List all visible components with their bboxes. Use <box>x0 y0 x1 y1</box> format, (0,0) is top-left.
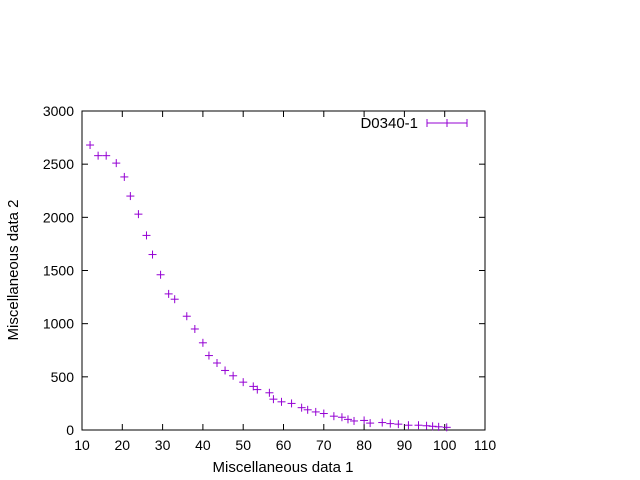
data-series-points <box>86 141 451 432</box>
data-point <box>221 366 230 375</box>
data-point <box>198 338 207 347</box>
data-point <box>170 295 179 304</box>
data-point <box>442 423 451 432</box>
data-point <box>182 312 191 321</box>
data-point <box>229 371 238 380</box>
data-point <box>360 416 369 425</box>
data-point <box>404 421 413 430</box>
data-point <box>94 151 103 160</box>
plot-frame <box>81 110 486 431</box>
x-tick-label: 90 <box>397 437 413 453</box>
legend: D0340-1 <box>360 115 468 132</box>
x-tick-label: 10 <box>74 437 90 453</box>
y-axis-ticks: 0 500 1000 1500 2000 2500 3000 <box>43 103 485 438</box>
data-point <box>287 399 296 408</box>
x-axis-ticks: 10 20 30 40 50 60 70 80 90 100 110 <box>74 111 496 453</box>
data-point <box>120 172 129 181</box>
data-point <box>277 397 286 406</box>
x-tick-label: 60 <box>276 437 292 453</box>
data-point <box>311 407 320 416</box>
data-point <box>394 420 403 429</box>
data-point <box>366 419 375 428</box>
data-point <box>112 159 121 168</box>
data-point <box>329 412 338 421</box>
data-point <box>378 418 387 427</box>
data-point <box>303 405 312 414</box>
data-point <box>434 422 443 431</box>
x-tick-label: 70 <box>316 437 332 453</box>
legend-marker <box>426 119 468 127</box>
data-point <box>386 419 395 428</box>
data-point <box>350 416 359 425</box>
y-tick-label: 1500 <box>43 263 74 279</box>
data-point <box>414 421 423 430</box>
x-axis-label: Miscellaneous data 1 <box>213 459 354 476</box>
data-point <box>164 289 173 298</box>
data-point <box>142 231 151 240</box>
data-point <box>134 210 143 219</box>
data-point <box>249 382 258 391</box>
data-point <box>269 395 278 404</box>
x-tick-label: 40 <box>195 437 211 453</box>
x-tick-label: 20 <box>115 437 131 453</box>
data-point <box>148 250 157 259</box>
y-tick-label: 1000 <box>43 316 74 332</box>
x-tick-label: 100 <box>433 437 457 453</box>
data-point <box>428 422 437 431</box>
y-tick-label: 500 <box>51 369 75 385</box>
data-point <box>86 141 95 150</box>
y-tick-label: 2500 <box>43 156 74 172</box>
data-point <box>297 403 306 412</box>
data-point <box>102 151 111 160</box>
data-point <box>343 415 352 424</box>
x-tick-label: 50 <box>235 437 251 453</box>
data-point <box>126 192 135 201</box>
data-point <box>190 324 199 333</box>
data-point <box>253 385 262 394</box>
x-tick-label: 110 <box>474 437 497 453</box>
x-tick-label: 80 <box>356 437 372 453</box>
data-point <box>422 421 431 430</box>
y-tick-label: 0 <box>66 422 74 438</box>
y-tick-label: 3000 <box>43 103 74 119</box>
legend-label: D0340-1 <box>360 115 418 132</box>
data-point <box>337 413 346 422</box>
x-tick-label: 30 <box>155 437 171 453</box>
data-point <box>239 378 248 387</box>
data-point <box>204 351 213 360</box>
data-point <box>265 388 274 397</box>
data-point <box>319 409 328 418</box>
y-tick-label: 2000 <box>43 209 74 225</box>
y-axis-label: Miscellaneous data 2 <box>5 200 22 341</box>
data-point <box>156 270 165 279</box>
data-point <box>213 359 222 368</box>
